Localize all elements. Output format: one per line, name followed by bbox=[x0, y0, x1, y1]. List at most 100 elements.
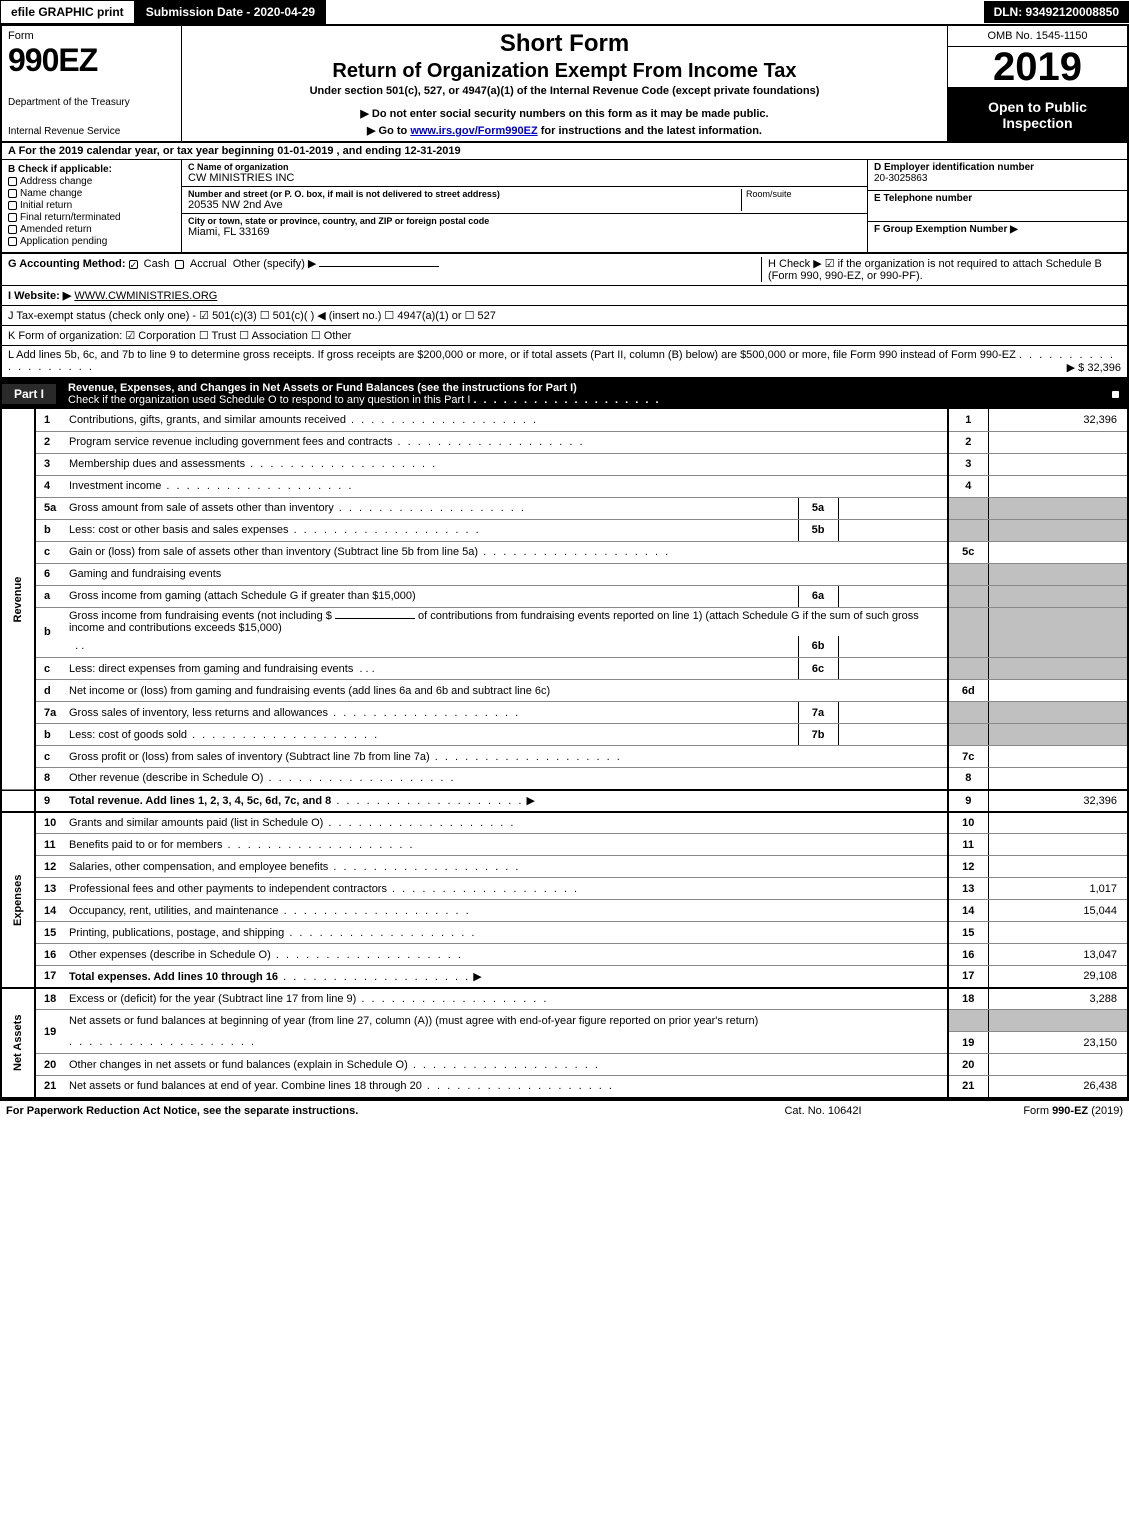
line-7c-col: 7c bbox=[948, 746, 988, 768]
department: Department of the Treasury bbox=[8, 97, 175, 108]
line-20-desc: Other changes in net assets or fund bala… bbox=[69, 1059, 408, 1071]
line-3-desc: Membership dues and assessments bbox=[69, 458, 245, 470]
line-19-val: 23,150 bbox=[988, 1032, 1128, 1054]
line-7a-desc: Gross sales of inventory, less returns a… bbox=[69, 707, 328, 719]
main-title: Return of Organization Exempt From Incom… bbox=[332, 60, 796, 83]
org-name: CW MINISTRIES INC bbox=[188, 172, 861, 184]
part-1-table: Revenue 1 Contributions, gifts, grants, … bbox=[0, 409, 1129, 1099]
line-4-col: 4 bbox=[948, 475, 988, 497]
line-21-col: 21 bbox=[948, 1076, 988, 1098]
accrual-label: Accrual bbox=[190, 258, 227, 270]
line-6c-inner: 6c bbox=[798, 658, 838, 680]
line-9-desc: Total revenue. Add lines 1, 2, 3, 4, 5c,… bbox=[69, 795, 331, 807]
chk-final-return[interactable]: Final return/terminated bbox=[8, 212, 175, 223]
line-5c-val bbox=[988, 541, 1128, 563]
chk-initial-return[interactable]: Initial return bbox=[8, 200, 175, 211]
part-1-title-text: Revenue, Expenses, and Changes in Net As… bbox=[68, 382, 577, 394]
line-1-num: 1 bbox=[35, 409, 65, 431]
chk-application-pending-label: Application pending bbox=[20, 236, 107, 247]
chk-amended-return[interactable]: Amended return bbox=[8, 224, 175, 235]
chk-final-return-label: Final return/terminated bbox=[20, 212, 121, 223]
goto-suffix: for instructions and the latest informat… bbox=[541, 125, 762, 137]
line-2-col: 2 bbox=[948, 431, 988, 453]
line-6a-innerval bbox=[838, 585, 948, 607]
line-2-val bbox=[988, 431, 1128, 453]
other-specify-input[interactable] bbox=[319, 266, 439, 267]
goto-link[interactable]: www.irs.gov/Form990EZ bbox=[410, 125, 537, 137]
line-17-col: 17 bbox=[948, 966, 988, 988]
section-c: C Name of organization CW MINISTRIES INC… bbox=[182, 160, 867, 252]
line-13-val: 1,017 bbox=[988, 878, 1128, 900]
line-6a-inner: 6a bbox=[798, 585, 838, 607]
dots bbox=[473, 394, 660, 406]
part-1-checkbox[interactable] bbox=[1107, 388, 1127, 400]
line-16-col: 16 bbox=[948, 944, 988, 966]
form-code: 990EZ bbox=[8, 42, 175, 79]
entity-right: D Employer identification number 20-3025… bbox=[867, 160, 1127, 252]
line-6-desc: Gaming and fundraising events bbox=[65, 563, 948, 585]
row-i: I Website: ▶ WWW.CWMINISTRIES.ORG bbox=[2, 286, 1127, 306]
line-5b-inner: 5b bbox=[798, 519, 838, 541]
line-12-desc: Salaries, other compensation, and employ… bbox=[69, 861, 328, 873]
irs: Internal Revenue Service bbox=[8, 126, 175, 137]
line-18-desc: Excess or (deficit) for the year (Subtra… bbox=[69, 993, 356, 1005]
line-6b-blank[interactable] bbox=[335, 618, 415, 619]
open-to-public: Open to Public Inspection bbox=[948, 88, 1127, 141]
line-5c-col: 5c bbox=[948, 541, 988, 563]
part-1-header: Part I Revenue, Expenses, and Changes in… bbox=[0, 379, 1129, 409]
chk-name-change[interactable]: Name change bbox=[8, 188, 175, 199]
subtitle: Under section 501(c), 527, or 4947(a)(1)… bbox=[310, 85, 820, 97]
line-5a-desc: Gross amount from sale of assets other t… bbox=[69, 502, 334, 514]
efile-link[interactable]: efile GRAPHIC print bbox=[0, 0, 135, 24]
line-11-desc: Benefits paid to or for members bbox=[69, 839, 222, 851]
chk-accrual[interactable] bbox=[175, 260, 184, 269]
line-17-val: 29,108 bbox=[988, 966, 1128, 988]
street-label: Number and street (or P. O. box, if mail… bbox=[188, 189, 741, 199]
section-b: B Check if applicable: Address change Na… bbox=[2, 160, 182, 252]
line-5a-innerval bbox=[838, 497, 948, 519]
group-exemption-label: F Group Exemption Number ▶ bbox=[874, 224, 1018, 235]
line-7b-desc: Less: cost of goods sold bbox=[69, 729, 187, 741]
submission-date: Submission Date - 2020-04-29 bbox=[135, 0, 326, 24]
section-d: D Employer identification number 20-3025… bbox=[868, 160, 1127, 191]
line-7b-inner: 7b bbox=[798, 724, 838, 746]
line-6c-innerval bbox=[838, 658, 948, 680]
line-1-desc: Contributions, gifts, grants, and simila… bbox=[69, 414, 346, 426]
row-g-h: G Accounting Method: Cash Accrual Other … bbox=[2, 253, 1127, 286]
form-header: Form 990EZ Department of the Treasury In… bbox=[0, 26, 1129, 143]
line-4-desc: Investment income bbox=[69, 480, 161, 492]
entity-block: B Check if applicable: Address change Na… bbox=[0, 160, 1129, 253]
room-suite: Room/suite bbox=[741, 189, 861, 211]
chk-amended-return-label: Amended return bbox=[20, 224, 92, 235]
chk-address-change[interactable]: Address change bbox=[8, 176, 175, 187]
footer-mid: Cat. No. 10642I bbox=[723, 1105, 923, 1117]
chk-cash[interactable] bbox=[129, 260, 138, 269]
section-l-text: L Add lines 5b, 6c, and 7b to line 9 to … bbox=[8, 349, 1016, 361]
revenue-label: Revenue bbox=[1, 409, 35, 790]
info-rows: G Accounting Method: Cash Accrual Other … bbox=[0, 253, 1129, 379]
line-5b-innerval bbox=[838, 519, 948, 541]
other-label: Other (specify) ▶ bbox=[233, 258, 317, 270]
cash-label: Cash bbox=[144, 258, 170, 270]
line-16-val: 13,047 bbox=[988, 944, 1128, 966]
ein-label: D Employer identification number bbox=[874, 162, 1121, 173]
line-6b-desc1: Gross income from fundraising events (no… bbox=[69, 610, 332, 622]
section-g-label: G Accounting Method: bbox=[8, 258, 126, 270]
line-6d-val bbox=[988, 680, 1128, 702]
city: Miami, FL 33169 bbox=[188, 226, 861, 238]
line-13-col: 13 bbox=[948, 878, 988, 900]
chk-name-change-label: Name change bbox=[20, 188, 82, 199]
line-15-desc: Printing, publications, postage, and shi… bbox=[69, 927, 284, 939]
line-18-val: 3,288 bbox=[988, 988, 1128, 1010]
ein-value: 20-3025863 bbox=[874, 173, 1121, 184]
line-5b-desc: Less: cost or other basis and sales expe… bbox=[69, 524, 289, 536]
line-19-desc: Net assets or fund balances at beginning… bbox=[65, 1010, 948, 1032]
short-form-title: Short Form bbox=[500, 30, 629, 58]
website-value[interactable]: WWW.CWMINISTRIES.ORG bbox=[74, 290, 217, 302]
section-k: K Form of organization: ☑ Corporation ☐ … bbox=[8, 329, 1121, 342]
chk-initial-return-label: Initial return bbox=[20, 200, 72, 211]
section-a: A For the 2019 calendar year, or tax yea… bbox=[0, 143, 1129, 160]
line-7a-inner: 7a bbox=[798, 702, 838, 724]
expenses-label: Expenses bbox=[1, 812, 35, 988]
chk-application-pending[interactable]: Application pending bbox=[8, 236, 175, 247]
